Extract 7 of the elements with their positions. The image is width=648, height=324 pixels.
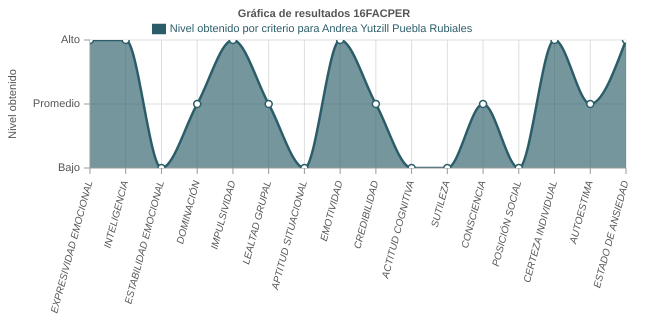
- text: Alto: [61, 34, 80, 46]
- legend-label: Nivel obtenido por criterio para Andrea Yutzill Puebla Rubiales: [170, 22, 472, 35]
- x-tick-label: LEALTAD GRUPAL: [241, 180, 274, 266]
- y-axis-title: Nivel obtenido: [6, 69, 19, 139]
- chart-title: Gráfica de resultados 16FACPER: [236, 8, 412, 20]
- text: Promedio: [32, 98, 80, 110]
- text: Bajo: [58, 162, 80, 174]
